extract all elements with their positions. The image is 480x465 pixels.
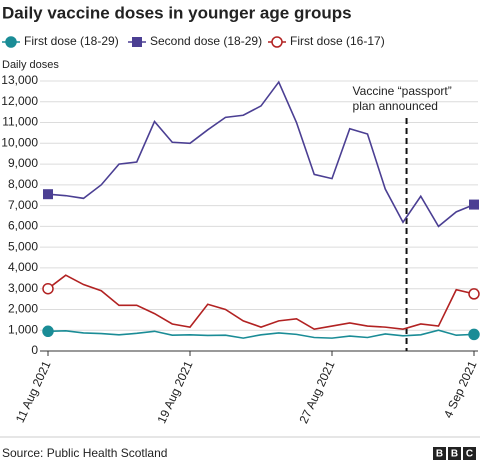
x-tick-label: 27 Aug 2021	[296, 358, 337, 425]
y-tick-label: 2,000	[8, 302, 38, 316]
logo-letter: B	[451, 449, 458, 460]
legend-marker	[271, 36, 283, 48]
y-tick-label: 13,000	[1, 73, 38, 87]
y-tick-label: 9,000	[8, 156, 38, 170]
x-tick-label: 19 Aug 2021	[154, 358, 195, 425]
annotation: Vaccine “passport” plan announced	[353, 84, 452, 113]
logo-letter: C	[466, 449, 473, 460]
y-tick-label: 4,000	[8, 260, 38, 274]
y-axis-label: Daily doses	[2, 59, 59, 71]
series-line	[47, 329, 475, 339]
legend-label: Second dose (18-29)	[150, 34, 262, 48]
y-tick-label: 3,000	[8, 281, 38, 295]
source: Source: Public Health Scotland	[2, 446, 167, 460]
end-marker	[42, 325, 54, 338]
x-tick-label: 11 Aug 2021	[13, 358, 54, 424]
y-tick-label: 10,000	[1, 135, 38, 149]
chart-title: Daily vaccine doses in younger age group…	[2, 3, 352, 22]
end-marker	[42, 282, 54, 295]
legend-label: First dose (16-17)	[290, 34, 385, 48]
end-marker	[468, 328, 480, 341]
y-tick-label: 7,000	[8, 198, 38, 212]
legend-label: First dose (18-29)	[24, 34, 119, 48]
series-line	[47, 80, 475, 228]
logo-letter: B	[436, 449, 443, 460]
end-marker	[43, 189, 53, 200]
end-marker	[468, 288, 480, 300]
y-tick-label: 8,000	[8, 177, 38, 191]
series-line	[47, 274, 475, 331]
legend-marker	[132, 37, 142, 47]
x-tick-label: 4 Sep 2021	[441, 358, 480, 420]
y-tick-label: 5,000	[8, 239, 38, 253]
y-tick-label: 11,000	[2, 115, 38, 129]
legend-marker	[5, 36, 17, 48]
end-marker	[469, 199, 479, 210]
y-tick-label: 0	[31, 343, 38, 357]
y-tick-label: 1,000	[8, 322, 38, 336]
y-tick-label: 6,000	[8, 219, 38, 233]
y-tick-label: 12,000	[1, 94, 38, 108]
